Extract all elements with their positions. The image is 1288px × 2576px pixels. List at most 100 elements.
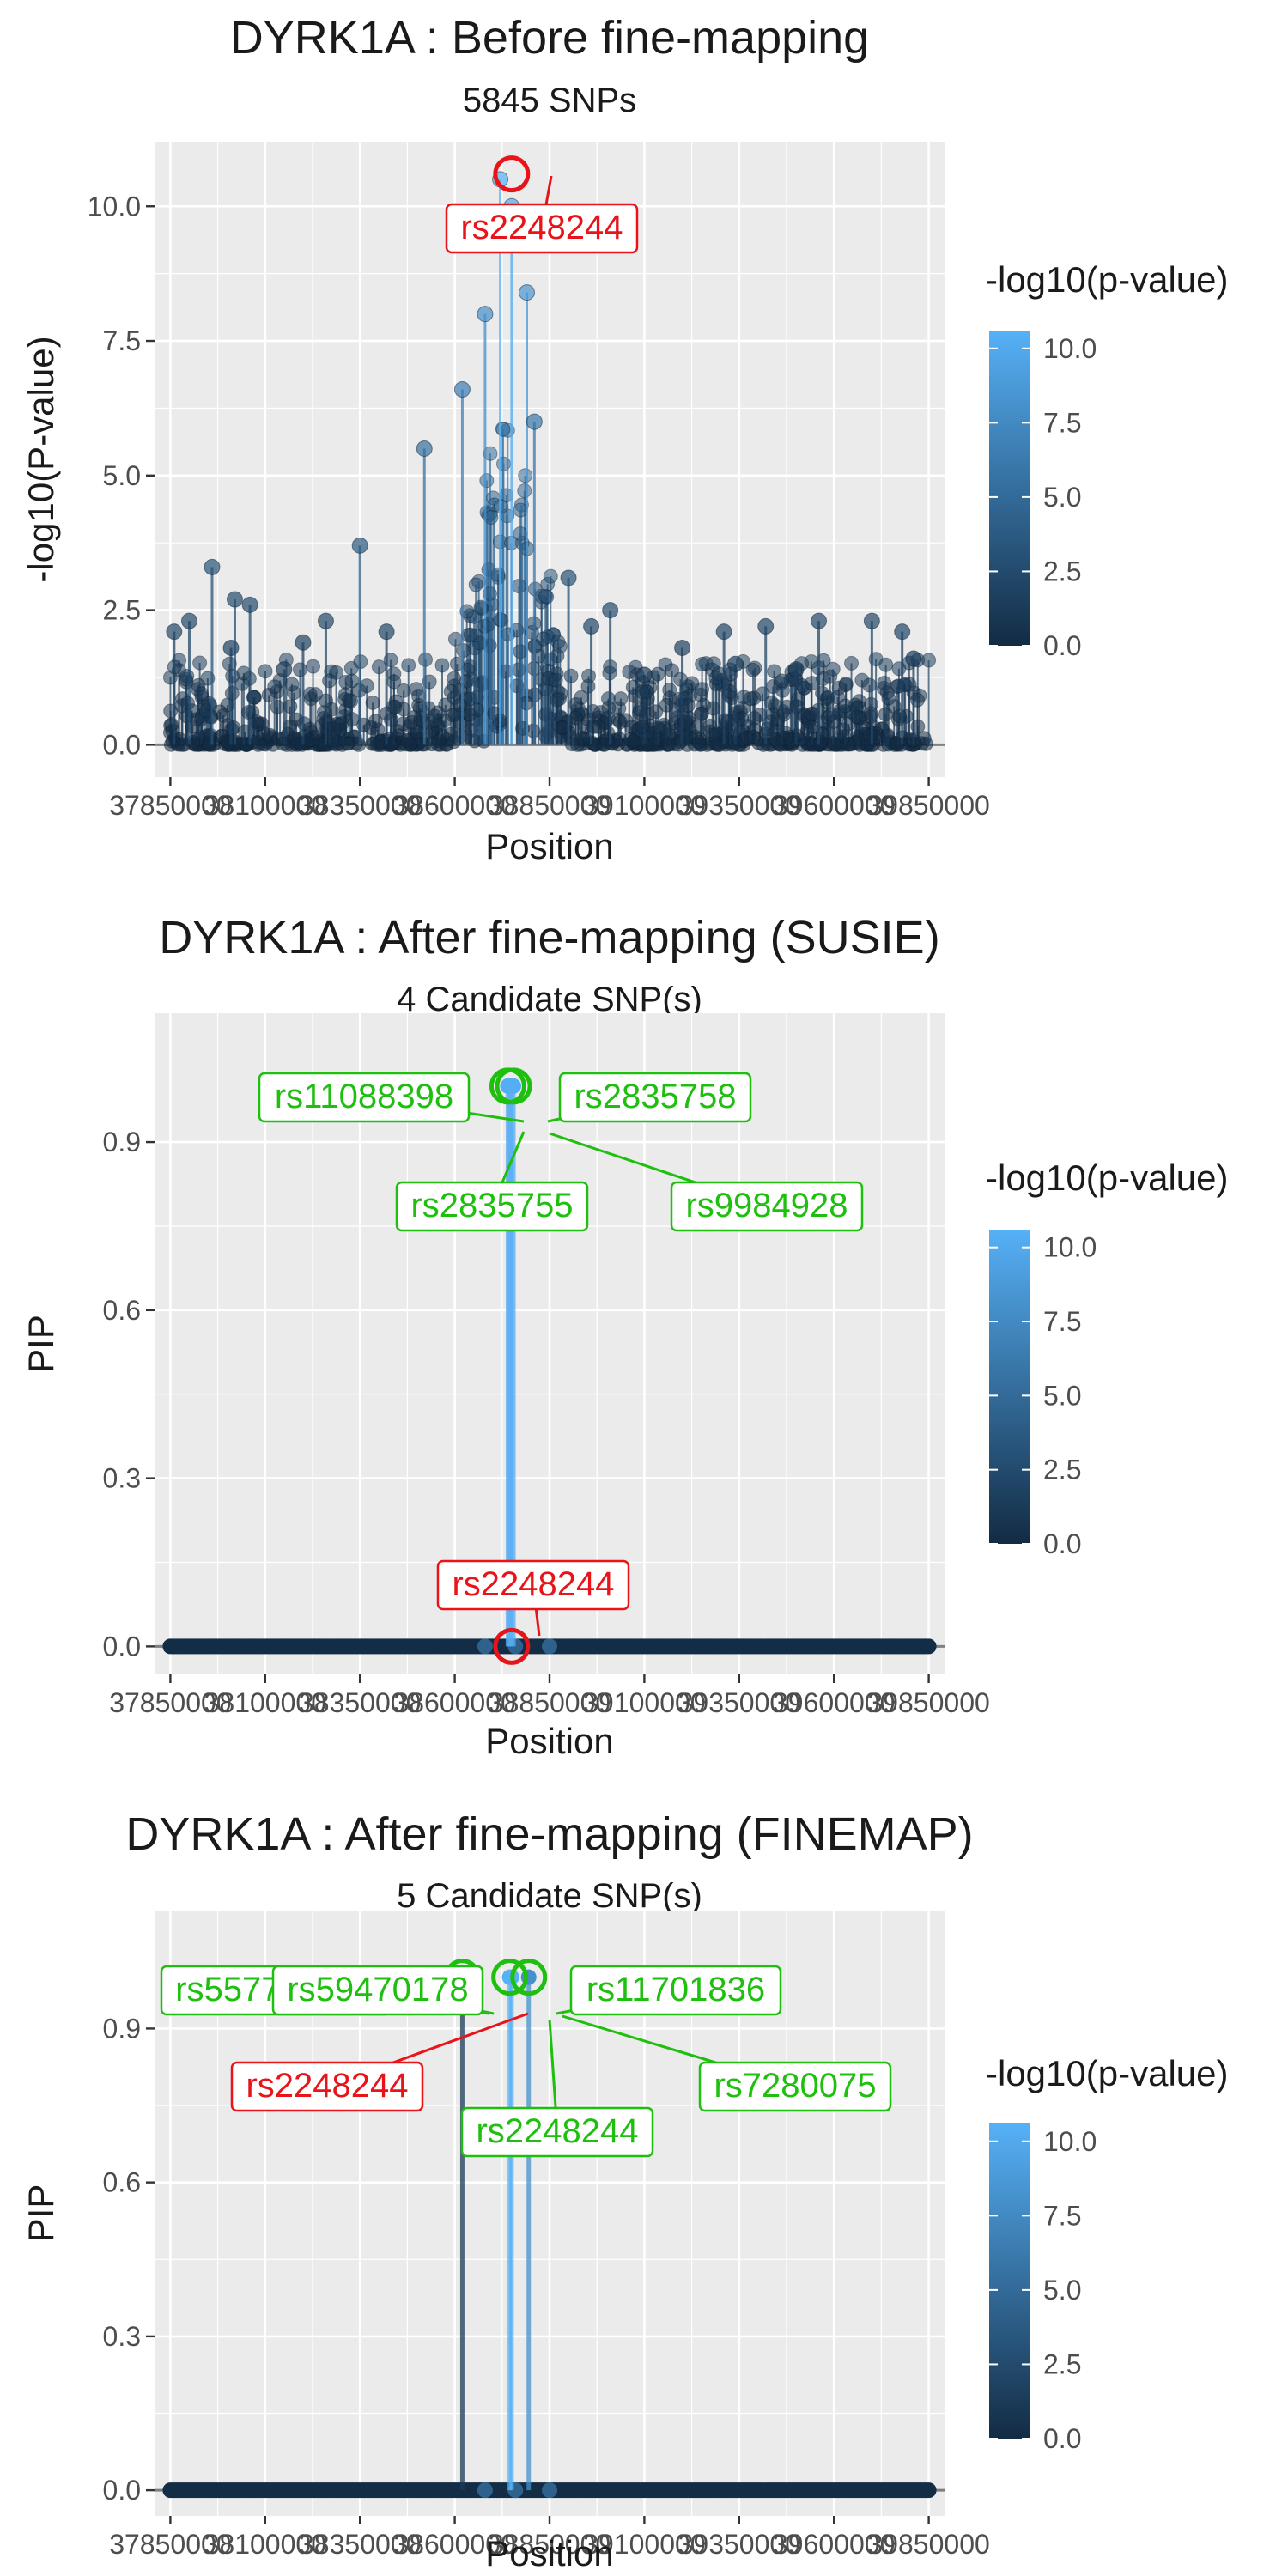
snp-point xyxy=(563,668,579,683)
legend-colorbar xyxy=(989,331,1030,646)
snp-point xyxy=(236,665,252,681)
legend-label: 2.5 xyxy=(1043,1455,1081,1485)
color-legend: -log10(p-value) 10.0 7.5 5.0 2.5 0.0 xyxy=(986,1157,1228,1559)
snp-point xyxy=(706,727,721,743)
snp-point xyxy=(921,653,937,668)
pip-point xyxy=(506,1078,522,1094)
snp-point xyxy=(241,596,258,613)
snp-point xyxy=(618,713,634,728)
legend-title: -log10(p-value) xyxy=(986,1157,1228,1198)
snp-point xyxy=(301,732,317,748)
label-box xyxy=(436,1559,630,1611)
snp-point xyxy=(201,737,216,752)
snp-point xyxy=(648,704,664,720)
legend-label: 0.0 xyxy=(1043,630,1081,661)
y-axis-label: PIP xyxy=(21,1315,61,1373)
x-tick-label: 39600000 xyxy=(773,1687,895,1718)
x-tick-label: 38850000 xyxy=(489,1687,611,1718)
snp-point xyxy=(542,2482,557,2499)
snp-label: rs2248244 xyxy=(230,2012,529,2112)
snp-point xyxy=(477,2482,493,2499)
snp-point xyxy=(548,672,563,688)
y-tick-label: 0.6 xyxy=(103,2167,141,2198)
snp-point xyxy=(767,664,782,679)
label-box xyxy=(445,203,639,254)
y-tick-label: 10.0 xyxy=(88,191,141,222)
x-axis-label: Position xyxy=(485,1721,613,1761)
snp-point xyxy=(672,671,688,687)
snp-point xyxy=(401,658,416,673)
snp-point xyxy=(453,380,471,398)
snp-point xyxy=(894,623,911,641)
snp-point xyxy=(560,569,577,586)
snp-point xyxy=(743,691,758,707)
label-text: rs9984928 xyxy=(685,1187,848,1224)
snp-point xyxy=(878,657,894,672)
snp-point xyxy=(204,558,221,575)
snp-point xyxy=(373,734,388,750)
snp-point xyxy=(888,736,903,751)
snp-point xyxy=(837,698,853,714)
chart-subtitle: 4 Candidate SNP(s) xyxy=(397,981,702,1018)
x-tick-label: 39850000 xyxy=(867,2529,989,2560)
snp-point xyxy=(365,695,380,710)
label-text: rs2835755 xyxy=(410,1187,573,1224)
label-box xyxy=(460,2106,654,2158)
snp-point xyxy=(891,661,907,677)
snp-point xyxy=(659,697,674,713)
y-tick-label: 0.0 xyxy=(103,2475,141,2506)
snp-point xyxy=(434,658,450,673)
gridlines xyxy=(155,1013,945,1674)
snp-point xyxy=(222,656,237,671)
snp-point xyxy=(691,734,707,750)
snp-point xyxy=(410,724,425,739)
snp-point xyxy=(775,673,790,689)
x-tick-label: 38350000 xyxy=(299,2529,421,2560)
x-tick-label: 39350000 xyxy=(678,790,800,821)
snp-point xyxy=(517,483,532,499)
snp-point xyxy=(267,679,283,695)
legend-colorbar xyxy=(989,2123,1030,2439)
snp-label: rs59470178 xyxy=(271,1965,495,2016)
label-text: rs2248244 xyxy=(460,209,623,246)
snp-point xyxy=(662,683,677,698)
x-tick-label: 39100000 xyxy=(583,1687,705,1718)
chart-panel-2: DYRK1A : After fine-mapping (SUSIE) 4 Can… xyxy=(21,912,1228,1761)
snp-point xyxy=(811,612,828,629)
snp-point xyxy=(396,683,411,698)
snp-label: rs2248244 xyxy=(436,1559,630,1637)
snp-point xyxy=(477,306,494,323)
legend-label: 5.0 xyxy=(1043,482,1081,513)
snp-point xyxy=(317,612,334,629)
label-text: rs7280075 xyxy=(714,2067,876,2105)
highlight-ring xyxy=(510,1959,548,1996)
snp-point xyxy=(359,678,374,694)
snp-point xyxy=(221,737,236,752)
snp-point xyxy=(258,664,273,679)
label-text: rs11088398 xyxy=(275,1078,453,1115)
snp-point xyxy=(745,662,761,677)
snp-point xyxy=(538,588,553,604)
chart-subtitle: 5845 SNPs xyxy=(463,82,636,119)
snp-point xyxy=(591,719,606,734)
snp-point xyxy=(295,634,312,651)
label-box xyxy=(230,2061,424,2112)
x-tick-label: 39100000 xyxy=(583,2529,705,2560)
snp-point xyxy=(463,627,478,642)
x-tick-label: 38850000 xyxy=(489,2529,611,2560)
snp-point xyxy=(307,687,323,702)
snp-point xyxy=(581,668,597,683)
snp-point xyxy=(905,650,922,667)
snp-point xyxy=(840,737,855,752)
x-tick-label: 37850000 xyxy=(109,2529,231,2560)
snp-point xyxy=(519,284,536,301)
chart-title: DYRK1A : After fine-mapping (FINEMAP) xyxy=(125,1808,973,1860)
color-legend: -log10(p-value) 10.0 7.5 5.0 2.5 0.0 xyxy=(986,2053,1228,2454)
snp-point xyxy=(815,685,830,701)
label-text: rs11701836 xyxy=(586,1971,765,2008)
chart-title: DYRK1A : After fine-mapping (SUSIE) xyxy=(159,912,939,963)
legend-label: 5.0 xyxy=(1043,2275,1081,2306)
y-tick-label: 0.0 xyxy=(103,1631,141,1662)
y-tick-label: 0.6 xyxy=(103,1295,141,1326)
snp-point xyxy=(276,661,293,678)
